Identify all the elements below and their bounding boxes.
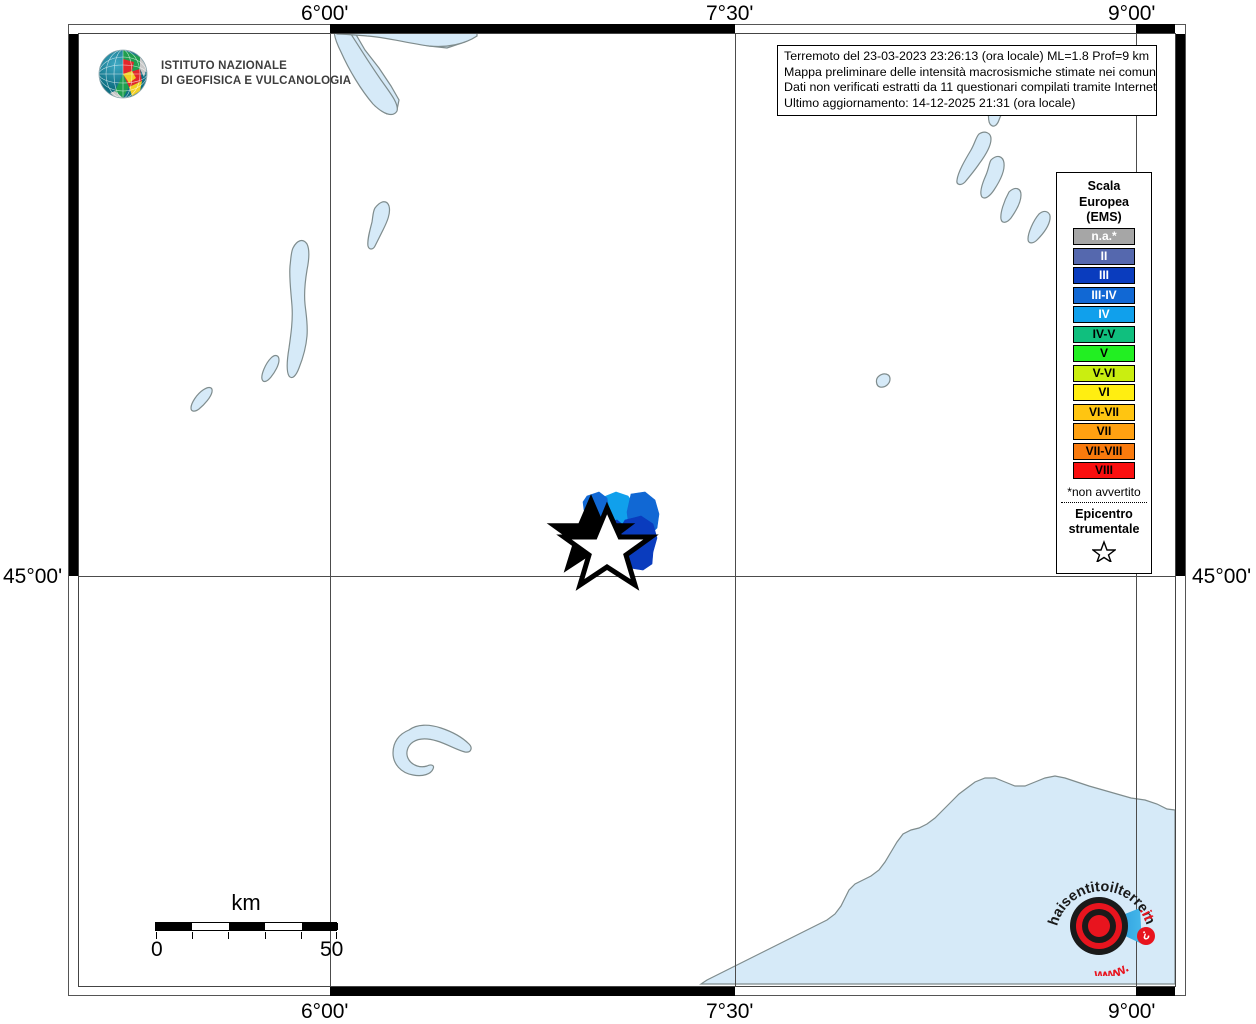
legend-class-iii-iv[interactable]: III-IV: [1073, 286, 1135, 304]
legend-title-line3: (EMS): [1086, 210, 1122, 224]
hsit-watermark[interactable]: ? haisentitoilterremoto .it www.: [1038, 856, 1160, 983]
scale-bar-label-min: 0: [151, 938, 163, 961]
hsit-target-icon[interactable]: ? haisentitoilterremoto .it www.: [1038, 856, 1160, 983]
graticule-label-top-0: 6°00': [301, 2, 349, 25]
legend-class-list: n.a.* II III III-IV IV IV-V V V-VI VI VI-VII VII VI…: [1061, 228, 1147, 479]
hsit-text-bottom: www.: [1093, 960, 1132, 983]
intensity-polygons-layer[interactable]: [79, 34, 1175, 986]
graticule-label-bottom-1: 7°30': [706, 1000, 754, 1023]
legend-class-vii[interactable]: VII: [1073, 423, 1135, 440]
legend-epicenter-line2: strumentale: [1068, 522, 1140, 536]
ingv-name-line1: ISTITUTO NAZIONALE: [161, 60, 288, 72]
legend-class-v-vi[interactable]: V-VI: [1073, 364, 1135, 382]
graticule-label-top-1: 7°30': [706, 2, 754, 25]
graticule-label-bottom-2: 9°00': [1108, 1000, 1156, 1023]
legend-separator: [1061, 502, 1147, 503]
info-line-3: Dati non verificati estratti da 11 quest…: [784, 80, 1157, 94]
legend-class-vi-vii[interactable]: VI-VII: [1073, 403, 1135, 421]
legend-epicenter-title: Epicentro strumentale: [1061, 507, 1147, 537]
legend-class-iv-v[interactable]: IV-V: [1073, 325, 1135, 343]
star-icon: [1090, 540, 1118, 564]
legend-class-viii[interactable]: VIII: [1073, 462, 1135, 479]
info-line-1: Terremoto del 23-03-2023 23:26:13 (ora l…: [784, 49, 1150, 63]
legend-class-vii-viii[interactable]: VII-VIII: [1073, 442, 1135, 460]
graticule-label-top-2: 9°00': [1108, 2, 1156, 25]
legend-title: Scala Europea (EMS): [1061, 179, 1147, 226]
ingv-name: ISTITUTO NAZIONALE DI GEOFISICA E VULCAN…: [161, 59, 351, 89]
scale-bar-unit: km: [231, 890, 261, 915]
scale-bar-label-max: 50: [320, 938, 344, 961]
legend-class-vi[interactable]: VI: [1073, 384, 1135, 401]
legend-class-iv[interactable]: IV: [1073, 306, 1135, 323]
ingv-name-line2: DI GEOFISICA E VULCANOLOGIA: [161, 75, 352, 87]
event-info-box: Terremoto del 23-03-2023 23:26:13 (ora l…: [777, 45, 1157, 116]
legend-star-wrap: [1061, 540, 1147, 567]
legend-epicenter-line1: Epicentro: [1075, 507, 1133, 521]
scale-bar-labels: 0 50: [151, 938, 343, 961]
scale-bar: km 0 50: [151, 890, 343, 961]
legend-note: *non avvertito: [1067, 485, 1141, 499]
scale-bar-graphic: [155, 922, 338, 939]
map-canvas[interactable]: [79, 34, 1175, 986]
graticule-line-lon-7-30: [735, 34, 736, 986]
legend-class-ii[interactable]: II: [1073, 247, 1135, 265]
legend-class-n-a--[interactable]: n.a.*: [1073, 228, 1135, 245]
graticule-label-right: 45°00': [1192, 565, 1252, 588]
legend-title-line2: Europea: [1078, 194, 1129, 209]
svg-text:www.: www.: [1093, 960, 1132, 976]
ems-legend[interactable]: Scala Europea (EMS) n.a.* II III III-IV IV IV…: [1056, 172, 1152, 574]
epicenter-star-icon[interactable]: [546, 494, 659, 591]
graticule-line-lon-6: [330, 34, 331, 986]
graticule-label-bottom-0: 6°00': [301, 1000, 349, 1023]
info-line-2: Mappa preliminare delle intensità macros…: [784, 64, 1157, 79]
legend-title-line1: Scala: [1087, 179, 1121, 193]
ingv-globe-icon: [98, 49, 148, 99]
legend-class-v[interactable]: V: [1073, 345, 1135, 362]
graticule-label-left: 45°00': [3, 565, 63, 588]
legend-class-iii[interactable]: III: [1073, 267, 1135, 284]
info-line-4: Ultimo aggiornamento: 14-12-2025 21:31 (…: [784, 95, 1076, 110]
ingv-logo: ISTITUTO NAZIONALE DI GEOFISICA E VULCAN…: [96, 47, 351, 101]
